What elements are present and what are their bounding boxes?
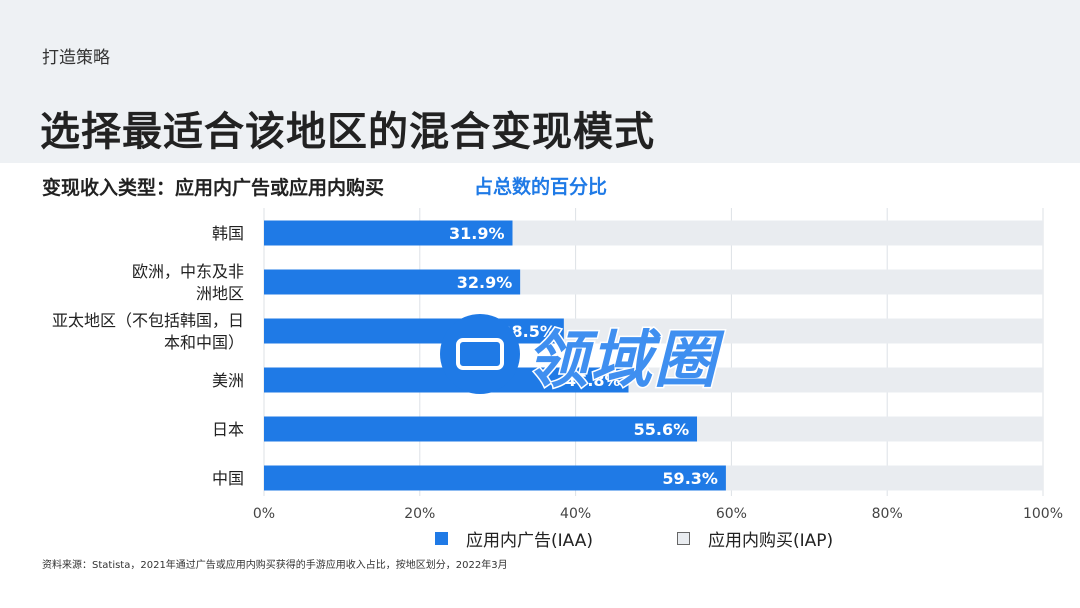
category-label: 欧洲，中东及非: [132, 262, 244, 281]
x-tick-label: 100%: [1023, 506, 1063, 522]
bar-iaa: [264, 416, 698, 442]
source-note: 资料来源：Statista，2021年通过广告或应用内购买获得的手游应用收入占比…: [42, 560, 508, 571]
data-label: 55.6%: [634, 420, 690, 439]
legend-item-iaa: 应用内广告(IAA): [435, 526, 593, 551]
category-label: 本和中国）: [164, 333, 244, 352]
stacked-bar-chart: 0% 20% 40% 60% 80% 100% 31.9% 韩国 32.9% 欧洲，中东及非洲地区…: [52, 208, 1063, 522]
section-label: 打造策略: [42, 48, 110, 68]
data-label: 59.3%: [662, 469, 718, 488]
bar-iap: [563, 318, 1043, 344]
bar-iap: [520, 269, 1043, 295]
x-tick-label: 20%: [404, 506, 435, 522]
category-label: 韩国: [212, 224, 244, 243]
legend-item-iap: 应用内购买(IAP): [677, 526, 833, 551]
legend-swatch-iaa: [435, 532, 448, 545]
header-band: [0, 0, 1080, 163]
category-label: 日本: [212, 420, 244, 439]
bar-iaa: [264, 220, 513, 246]
data-label: 38.5%: [500, 322, 556, 341]
category-label: 美洲: [212, 371, 244, 390]
x-tick-label: 60%: [716, 506, 747, 522]
page-title: 选择最适合该地区的混合变现模式: [40, 109, 655, 155]
data-label: 32.9%: [457, 273, 513, 292]
bar-iaa: [264, 269, 521, 295]
legend-label-iap: 应用内购买(IAP): [708, 531, 834, 551]
data-label: 46.8%: [565, 371, 621, 390]
bar-iap: [697, 416, 1043, 442]
category-label: 亚太地区（不包括韩国，日: [52, 311, 244, 330]
category-label: 中国: [212, 469, 244, 488]
x-tick-label: 0%: [253, 506, 275, 522]
data-label: 31.9%: [449, 224, 505, 243]
legend-swatch-iap: [677, 532, 690, 545]
chart-subtitle: 变现收入类型：应用内广告或应用内购买: [42, 177, 385, 199]
x-tick-label: 40%: [560, 506, 591, 522]
x-tick-label: 80%: [872, 506, 903, 522]
bar-iaa: [264, 465, 726, 491]
legend-label-iaa: 应用内广告(IAA): [466, 531, 594, 551]
bar-iap: [512, 220, 1043, 246]
category-label: 洲地区: [196, 284, 244, 303]
chart-unit-label: 占总数的百分比: [474, 176, 608, 198]
bar-iap: [628, 367, 1043, 393]
bar-iap: [725, 465, 1043, 491]
